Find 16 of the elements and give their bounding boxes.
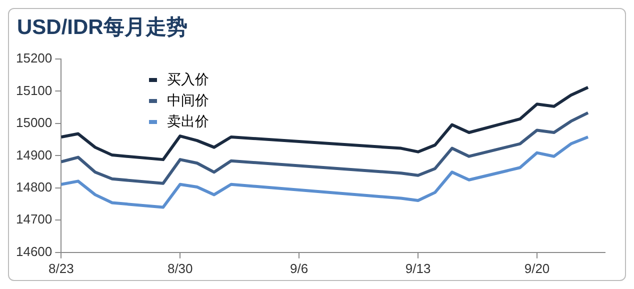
x-tick-label: 8/23 <box>48 260 74 276</box>
y-tick-label: 15100 <box>16 82 52 98</box>
chart-title: USD/IDR每月走势 <box>17 15 188 41</box>
legend-label: 买入价 <box>167 70 209 88</box>
legend-label: 卖出价 <box>167 112 209 130</box>
y-tick-label: 14800 <box>16 180 52 195</box>
y-tick-label: 14700 <box>16 212 52 227</box>
x-tick-label: 8/30 <box>167 260 193 276</box>
y-tick-label: 15000 <box>16 115 52 130</box>
y-tick-label: 15200 <box>16 50 52 66</box>
y-tick-label: 14900 <box>16 147 52 162</box>
x-tick-label: 9/6 <box>290 260 308 276</box>
x-tick-label: 9/13 <box>405 260 431 276</box>
x-tick-label: 9/20 <box>524 260 550 276</box>
legend-label: 中间价 <box>167 92 209 110</box>
y-tick-label: 14600 <box>16 244 52 259</box>
